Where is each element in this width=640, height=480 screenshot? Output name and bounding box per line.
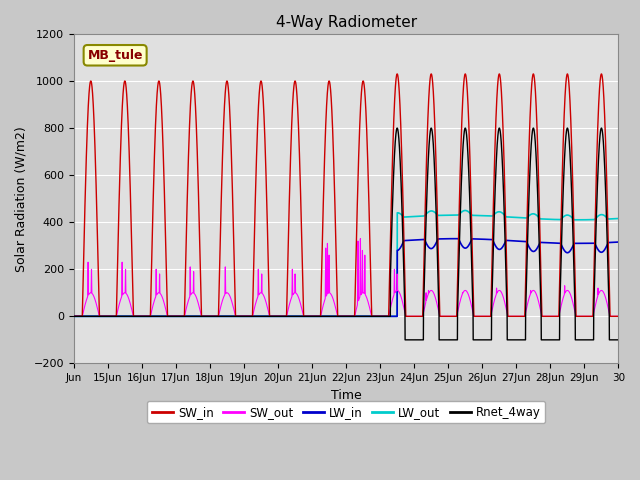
Text: MB_tule: MB_tule	[88, 49, 143, 62]
Y-axis label: Solar Radiation (W/m2): Solar Radiation (W/m2)	[15, 126, 28, 272]
X-axis label: Time: Time	[331, 389, 362, 402]
Legend: SW_in, SW_out, LW_in, LW_out, Rnet_4way: SW_in, SW_out, LW_in, LW_out, Rnet_4way	[147, 401, 545, 423]
Title: 4-Way Radiometer: 4-Way Radiometer	[276, 15, 417, 30]
